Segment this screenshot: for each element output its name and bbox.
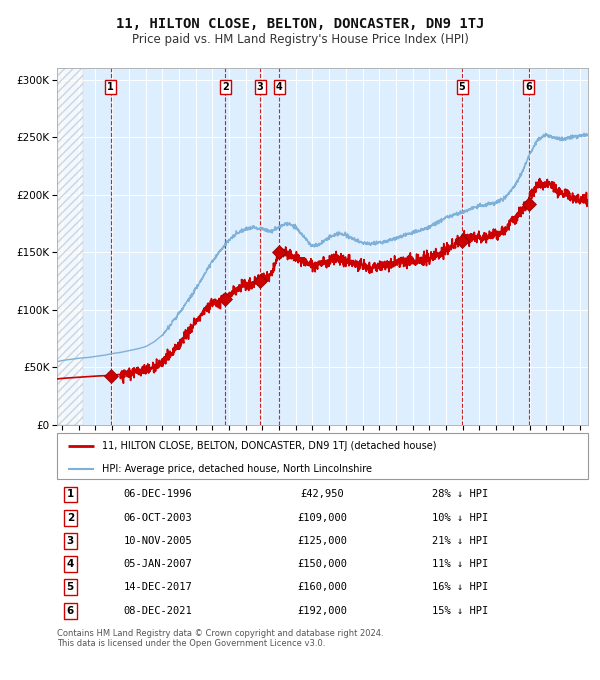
Text: 6: 6 (67, 606, 74, 615)
Text: 05-JAN-2007: 05-JAN-2007 (124, 559, 192, 569)
Text: 14-DEC-2017: 14-DEC-2017 (124, 582, 192, 592)
Text: £42,950: £42,950 (301, 490, 344, 499)
Text: 28% ↓ HPI: 28% ↓ HPI (433, 490, 488, 499)
Text: 1: 1 (67, 490, 74, 499)
Text: 11, HILTON CLOSE, BELTON, DONCASTER, DN9 1TJ: 11, HILTON CLOSE, BELTON, DONCASTER, DN9… (116, 17, 484, 31)
Text: 4: 4 (276, 82, 283, 92)
Text: 10% ↓ HPI: 10% ↓ HPI (433, 513, 488, 523)
Text: Price paid vs. HM Land Registry's House Price Index (HPI): Price paid vs. HM Land Registry's House … (131, 33, 469, 46)
FancyBboxPatch shape (57, 433, 588, 479)
Text: 5: 5 (459, 82, 466, 92)
Text: £192,000: £192,000 (298, 606, 347, 615)
Text: 3: 3 (67, 536, 74, 546)
Text: £125,000: £125,000 (298, 536, 347, 546)
Text: 06-DEC-1996: 06-DEC-1996 (124, 490, 192, 499)
Text: 16% ↓ HPI: 16% ↓ HPI (433, 582, 488, 592)
Text: £150,000: £150,000 (298, 559, 347, 569)
Text: 15% ↓ HPI: 15% ↓ HPI (433, 606, 488, 615)
Text: 10-NOV-2005: 10-NOV-2005 (124, 536, 192, 546)
Text: 6: 6 (525, 82, 532, 92)
Text: 5: 5 (67, 582, 74, 592)
Text: 2: 2 (222, 82, 229, 92)
Text: 21% ↓ HPI: 21% ↓ HPI (433, 536, 488, 546)
Text: 4: 4 (67, 559, 74, 569)
Text: £160,000: £160,000 (298, 582, 347, 592)
Text: 06-OCT-2003: 06-OCT-2003 (124, 513, 192, 523)
Text: 11, HILTON CLOSE, BELTON, DONCASTER, DN9 1TJ (detached house): 11, HILTON CLOSE, BELTON, DONCASTER, DN9… (102, 441, 437, 451)
Text: £109,000: £109,000 (298, 513, 347, 523)
Text: 1: 1 (107, 82, 114, 92)
Text: 3: 3 (257, 82, 263, 92)
Text: 2: 2 (67, 513, 74, 523)
Text: HPI: Average price, detached house, North Lincolnshire: HPI: Average price, detached house, Nort… (102, 464, 372, 474)
Text: Contains HM Land Registry data © Crown copyright and database right 2024.
This d: Contains HM Land Registry data © Crown c… (57, 629, 383, 649)
Text: 08-DEC-2021: 08-DEC-2021 (124, 606, 192, 615)
Bar (57, 68, 83, 425)
Text: 11% ↓ HPI: 11% ↓ HPI (433, 559, 488, 569)
